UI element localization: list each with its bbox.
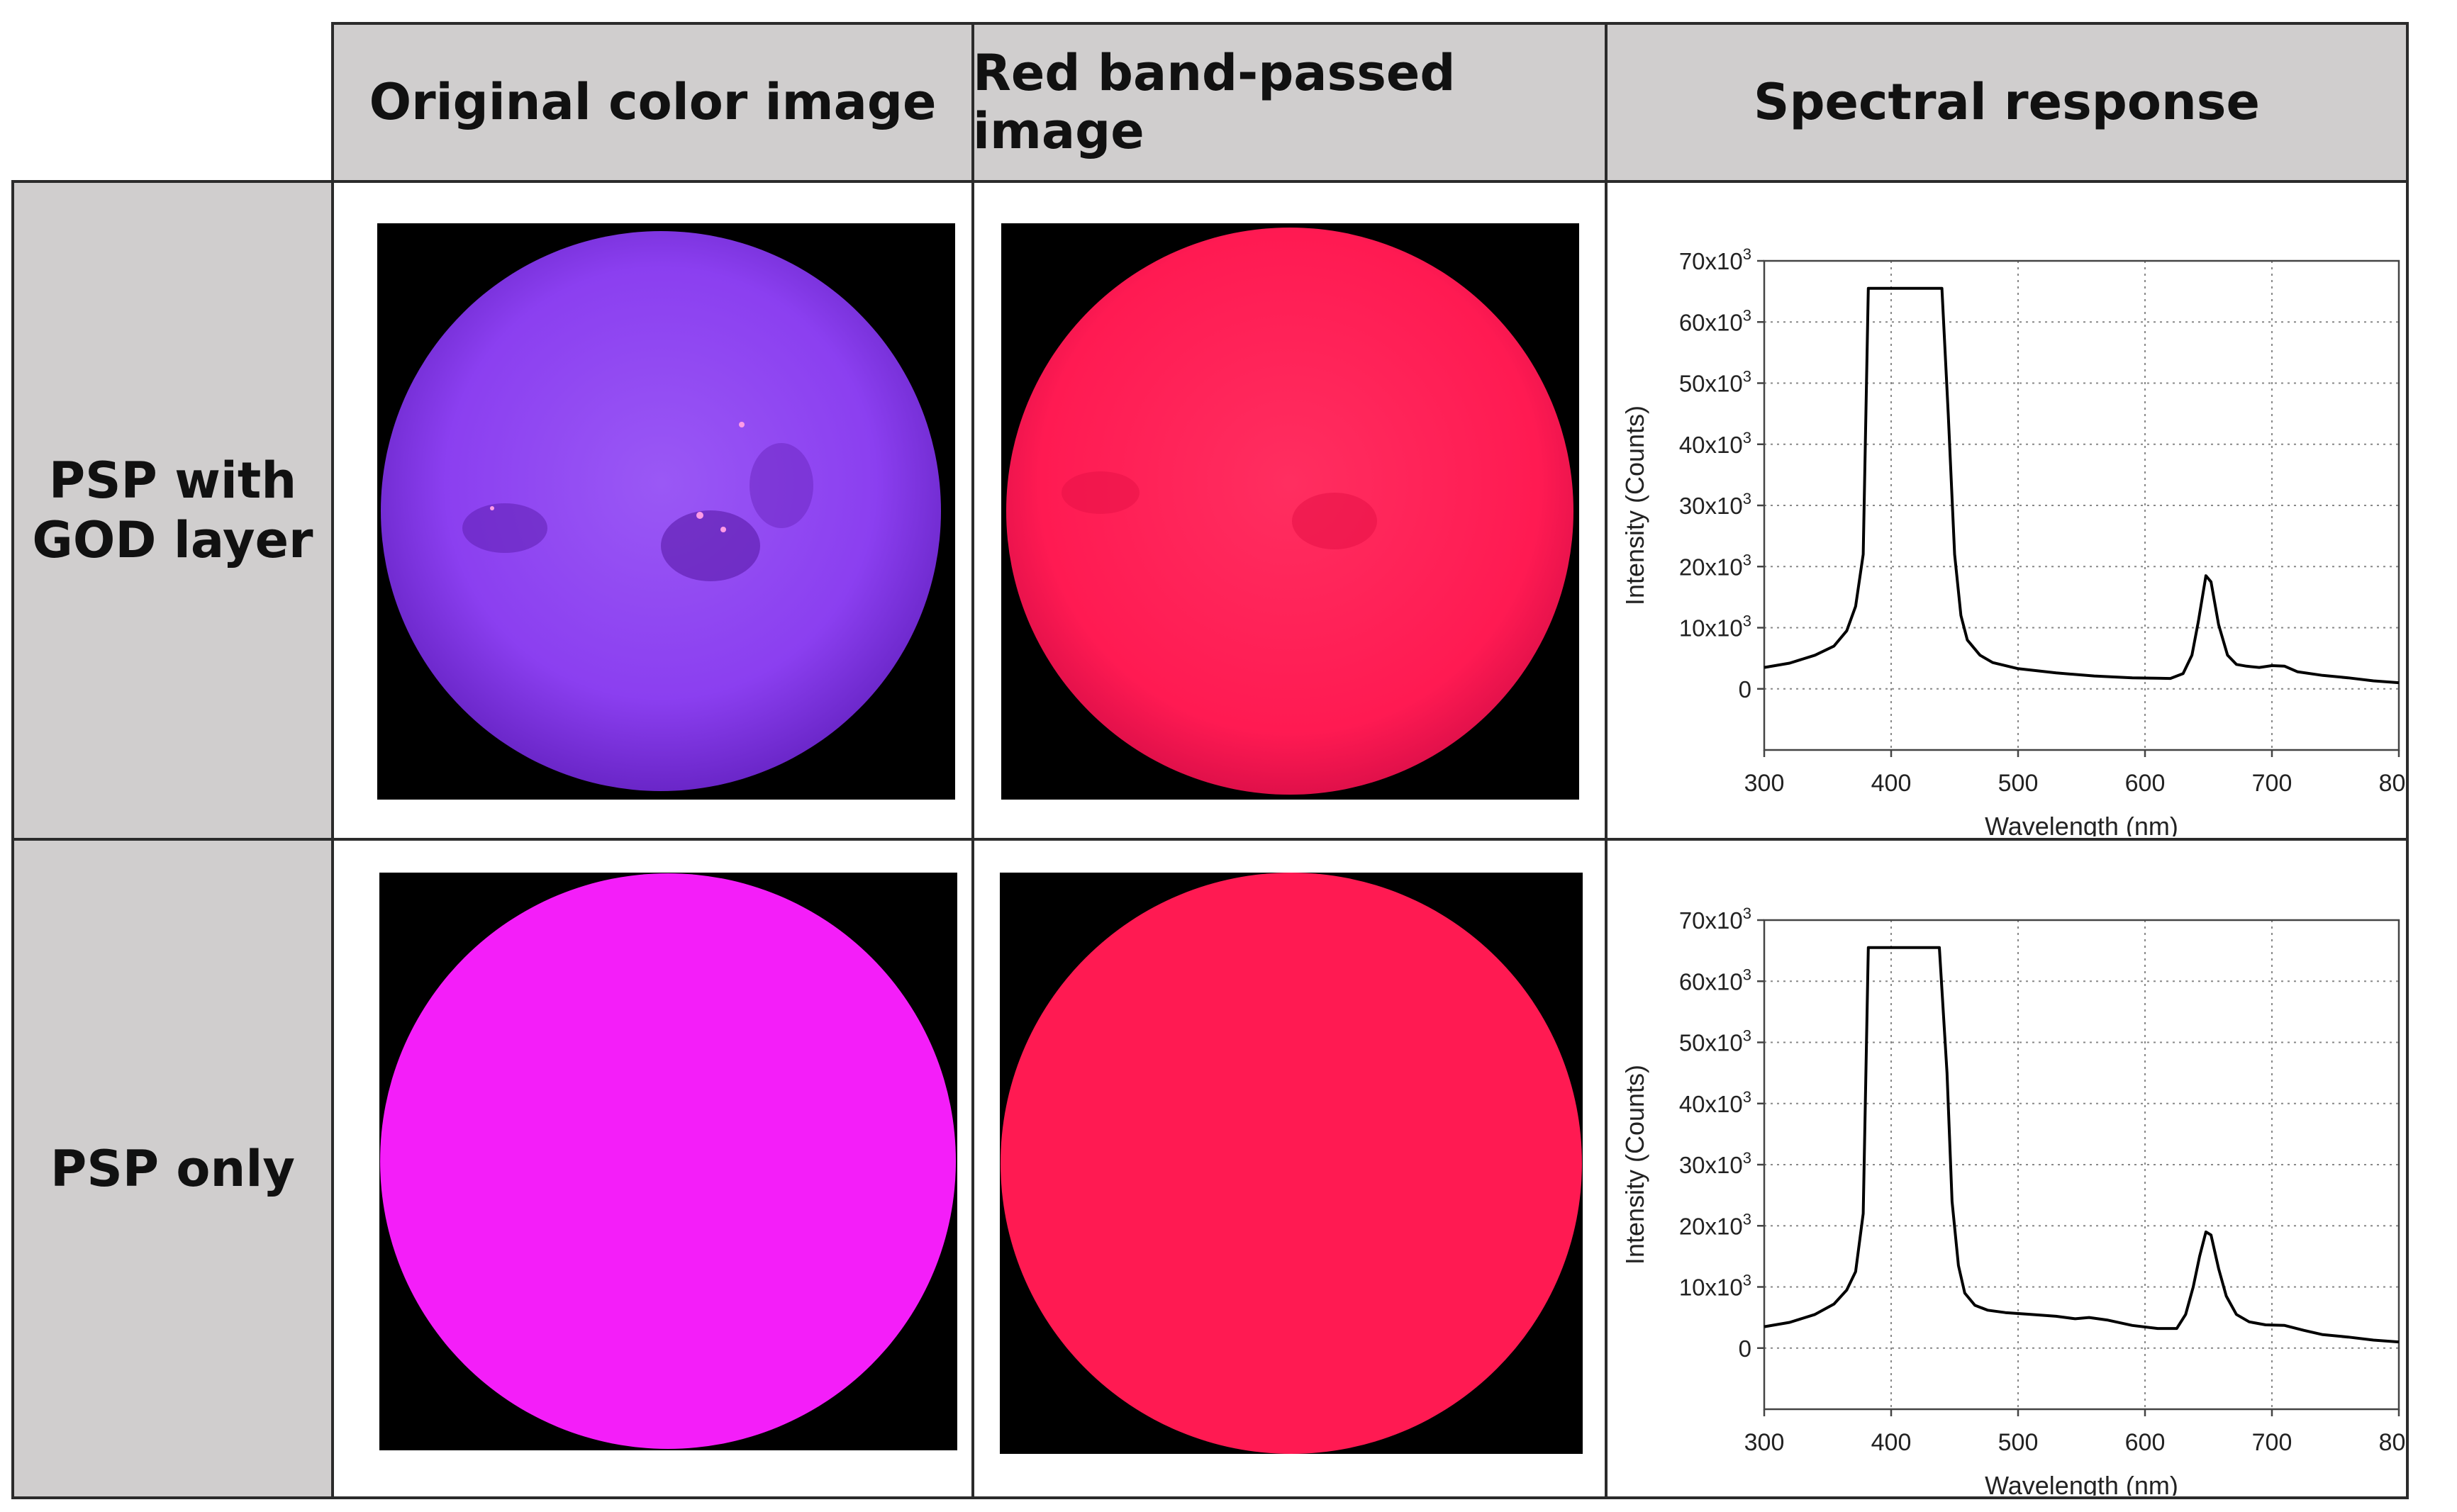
photo-psp-god-original <box>377 223 955 800</box>
y-tick-label: 50x103 <box>1679 368 1751 397</box>
dish-circle <box>380 873 956 1449</box>
y-tick-label: 0 <box>1739 1335 1751 1362</box>
plot-frame <box>1763 259 2400 751</box>
grid-line-bottom <box>11 1496 2409 1499</box>
row-label-psp-with-god: PSP with GOD layer <box>13 181 333 839</box>
header-red-band-passed-image: Red band-passed image <box>973 23 1606 181</box>
y-tick-label: 50x103 <box>1679 1027 1751 1056</box>
x-axis-label: Wavelength (nm) <box>1985 1471 2178 1496</box>
grid-line-left <box>11 180 14 1499</box>
y-tick-label: 40x103 <box>1679 429 1751 458</box>
spectral-chart-psp-god: 70x103 60x103 50x103 40x103 30x103 20x103 10x1… <box>1608 234 2406 836</box>
x-tick-label: 800 <box>2379 1429 2406 1456</box>
x-axis-label: Wavelength (nm) <box>1985 812 2178 836</box>
y-axis-label: Intensity (Counts) <box>1620 405 1649 605</box>
y-tick-label: 10x103 <box>1679 612 1751 642</box>
plot-frame <box>1763 919 2400 1411</box>
x-tick-label: 800 <box>2379 770 2406 797</box>
y-tick-label: 10x103 <box>1679 1272 1751 1301</box>
row-label-psp-only: PSP only <box>13 839 333 1498</box>
spectrum-line <box>1764 946 2400 1344</box>
photo-psp-god-red-band <box>1001 223 1579 800</box>
x-tick-label: 700 <box>2252 1429 2292 1456</box>
x-tick-label: 700 <box>2252 770 2292 797</box>
x-tick-label: 400 <box>1871 1429 1912 1456</box>
x-tick-label: 600 <box>2125 1429 2166 1456</box>
y-tick-label: 0 <box>1739 676 1751 702</box>
grid-line-top <box>331 22 2409 25</box>
row1-label-line1: PSP with <box>48 452 297 510</box>
header-col1-label: Original color image <box>369 73 937 131</box>
y-tick-label: 60x103 <box>1679 965 1751 995</box>
grid-line-col3 <box>1605 22 1608 1499</box>
dish-circle <box>1006 228 1573 795</box>
y-tick-label: 20x103 <box>1679 551 1751 580</box>
row2-label-line1: PSP only <box>50 1139 295 1198</box>
header-col3-label: Spectral response <box>1754 73 2260 131</box>
header-spectral-response: Spectral response <box>1606 23 2407 181</box>
grid-line-right <box>2406 22 2409 1499</box>
header-original-color-image: Original color image <box>333 23 973 181</box>
photo-psp-only-original <box>379 873 957 1450</box>
dish-circle <box>1001 873 1582 1454</box>
header-col2-label: Red band-passed image <box>973 44 1456 160</box>
dish-circle <box>381 231 941 791</box>
row1-label-line2: GOD layer <box>32 511 313 569</box>
y-tick-label: 30x103 <box>1679 490 1751 519</box>
y-tick-label: 30x103 <box>1679 1149 1751 1178</box>
x-tick-label: 500 <box>1998 770 2039 797</box>
y-tick-label: 40x103 <box>1679 1088 1751 1117</box>
x-tick-label: 500 <box>1998 1429 2039 1456</box>
y-tick-label: 20x103 <box>1679 1210 1751 1239</box>
x-tick-label: 400 <box>1871 770 1912 797</box>
grid-line-col1 <box>331 22 334 1499</box>
x-tick-label: 300 <box>1744 1429 1785 1456</box>
x-tick-label: 600 <box>2125 770 2166 797</box>
grid-line-header-bottom <box>11 180 2409 183</box>
y-tick-label: 60x103 <box>1679 306 1751 335</box>
x-tick-label: 300 <box>1744 770 1785 797</box>
y-axis-label: Intensity (Counts) <box>1620 1065 1649 1265</box>
y-tick-label: 70x103 <box>1679 905 1751 934</box>
y-tick-label: 70x103 <box>1679 245 1751 274</box>
spectral-chart-psp-only: 70x103 60x103 50x103 40x103 30x103 20x103 10x1… <box>1608 893 2406 1496</box>
spectrum-line <box>1764 286 2400 685</box>
grid-line-row-divider <box>11 838 2409 841</box>
grid-line-col2 <box>971 22 974 1499</box>
photo-psp-only-red-band <box>1000 873 1583 1454</box>
